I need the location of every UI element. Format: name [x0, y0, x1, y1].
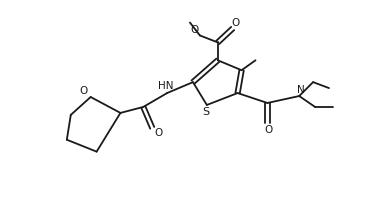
- Text: O: O: [191, 25, 199, 35]
- Text: O: O: [231, 18, 240, 28]
- Text: HN: HN: [158, 81, 174, 91]
- Text: O: O: [264, 125, 273, 135]
- Text: S: S: [202, 107, 209, 117]
- Text: N: N: [297, 85, 305, 95]
- Text: O: O: [79, 86, 88, 96]
- Text: O: O: [154, 128, 162, 138]
